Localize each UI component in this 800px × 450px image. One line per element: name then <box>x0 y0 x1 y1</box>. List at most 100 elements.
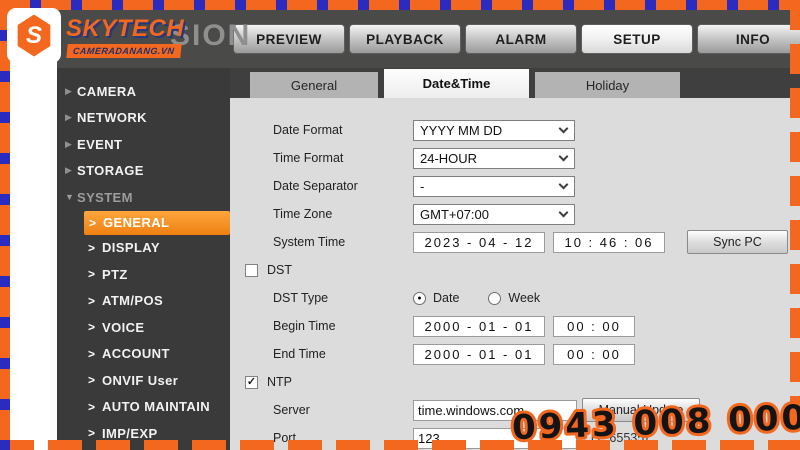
system-time-row: System Time 2023 - 04 - 12 10 : 46 : 06 … <box>230 228 800 256</box>
caret-down-icon: ▼ <box>65 192 74 203</box>
date-time-panel: Date Format YYYY MM DD Time Format 24-HO… <box>230 98 800 450</box>
date-separator-value: - <box>420 178 425 194</box>
time-format-row: Time Format 24-HOUR <box>230 144 800 172</box>
sidebar-item-label: PTZ <box>102 266 128 282</box>
sidebar-item-camera[interactable]: ▶ CAMERA <box>57 78 230 105</box>
time-zone-select[interactable]: GMT+07:00 <box>413 203 575 225</box>
chevron-right-icon: > <box>88 399 96 414</box>
time-zone-value: GMT+07:00 <box>420 206 490 222</box>
frame-border-bottom <box>0 440 800 450</box>
chevron-right-icon: > <box>89 215 97 230</box>
end-time-row: End Time 2000 - 01 - 01 00 : 00 <box>230 340 800 368</box>
nav-tab-alarm[interactable]: ALARM <box>465 24 577 54</box>
dst-label: DST <box>267 263 292 277</box>
sidebar-item-imp-exp[interactable]: > IMP/EXP <box>57 420 230 447</box>
sidebar-item-voice[interactable]: > VOICE <box>57 314 230 341</box>
sidebar-item-label: EVENT <box>77 136 123 152</box>
sidebar-item-system[interactable]: ▼ SYSTEM <box>57 184 230 211</box>
dst-row: DST <box>230 256 800 284</box>
end-date-input[interactable]: 2000 - 01 - 01 <box>413 343 545 365</box>
sidebar-item-event[interactable]: ▶ EVENT <box>57 131 230 158</box>
sidebar: ▶ CAMERA ▶ NETWORK ▶ EVENT ▶ STORAGE ▼ S… <box>57 68 230 450</box>
sidebar-item-label: ACCOUNT <box>102 346 170 362</box>
sidebar-item-auto-maintain[interactable]: > AUTO MAINTAIN <box>57 394 230 421</box>
sidebar-item-general[interactable]: > GENERAL <box>84 210 230 235</box>
end-clock-input[interactable]: 00 : 00 <box>553 343 635 365</box>
dst-type-radio-week[interactable] <box>488 291 502 305</box>
sync-pc-button[interactable]: Sync PC <box>687 230 788 254</box>
phone-watermark: 0943 008 000 <box>507 391 800 450</box>
sidebar-item-label: STORAGE <box>77 163 144 179</box>
sidebar-item-label: CAMERA <box>77 83 137 99</box>
sidebar-item-storage[interactable]: ▶ STORAGE <box>57 158 230 185</box>
tab-strip: General Date&Time Holiday <box>230 68 800 98</box>
sidebar-item-label: ATM/POS <box>102 293 164 309</box>
dst-type-date-label: Date <box>433 291 460 305</box>
chevron-down-icon <box>558 207 569 217</box>
chevron-right-icon: > <box>88 240 96 255</box>
sidebar-item-label: NETWORK <box>77 110 147 126</box>
dst-type-week-label: Week <box>508 291 541 305</box>
nav-tab-setup[interactable]: SETUP <box>581 24 693 54</box>
time-format-select[interactable]: 24-HOUR <box>413 147 575 169</box>
sidebar-item-label: ONVIF User <box>102 372 179 388</box>
sidebar-item-atm-pos[interactable]: > ATM/POS <box>57 288 230 315</box>
sidebar-item-account[interactable]: > ACCOUNT <box>57 341 230 368</box>
system-date-input[interactable]: 2023 - 04 - 12 <box>413 231 545 253</box>
begin-date-input[interactable]: 2000 - 01 - 01 <box>413 315 545 337</box>
caret-right-icon: ▶ <box>65 112 72 123</box>
chevron-down-icon <box>558 123 569 133</box>
chevron-down-icon <box>558 179 569 189</box>
ntp-row: ✓ NTP <box>230 368 800 396</box>
phone-watermark-svg: 0943 008 000 <box>508 395 800 450</box>
dst-type-radio-date[interactable]: ● <box>413 291 426 305</box>
sidebar-item-display[interactable]: > DISPLAY <box>57 235 230 262</box>
server-input[interactable] <box>413 399 577 421</box>
dst-type-label: DST Type <box>273 291 329 305</box>
begin-clock-input[interactable]: 00 : 00 <box>553 315 635 337</box>
sidebar-item-label: GENERAL <box>103 215 170 230</box>
date-format-value: YYYY MM DD <box>420 122 503 138</box>
tab-holiday[interactable]: Holiday <box>535 72 680 98</box>
time-zone-label: Time Zone <box>273 207 333 221</box>
watermark-logo: S <box>7 8 61 63</box>
app-header: PREVIEW PLAYBACK ALARM SETUP INFO <box>57 10 800 68</box>
watermark-domain-text: CAMERADANANG.VN <box>66 44 182 58</box>
sidebar-item-label: IMP/EXP <box>102 425 158 441</box>
time-format-value: 24-HOUR <box>420 150 478 166</box>
chevron-right-icon: > <box>88 426 96 441</box>
sidebar-item-ptz[interactable]: > PTZ <box>57 261 230 288</box>
sidebar-item-onvif-user[interactable]: > ONVIF User <box>57 367 230 394</box>
tab-date-time[interactable]: Date&Time <box>384 69 529 98</box>
brand-ghost-text: SION <box>170 19 252 52</box>
caret-right-icon: ▶ <box>65 165 72 176</box>
ntp-checkbox[interactable]: ✓ <box>245 375 258 389</box>
caret-right-icon: ▶ <box>65 85 72 96</box>
chevron-right-icon: > <box>88 320 96 335</box>
manual-update-button[interactable]: Manual Update <box>582 398 700 422</box>
date-format-select[interactable]: YYYY MM DD <box>413 119 575 141</box>
nav-tab-preview[interactable]: PREVIEW <box>233 24 345 54</box>
nav-tab-info[interactable]: INFO <box>697 24 800 54</box>
skyteck-hexagon-icon: S <box>17 14 51 57</box>
dst-checkbox[interactable] <box>245 263 258 277</box>
chevron-right-icon: > <box>88 293 96 308</box>
sidebar-item-label: VOICE <box>102 319 145 335</box>
nav-tab-playback[interactable]: PLAYBACK <box>349 24 461 54</box>
system-clock-input[interactable]: 10 : 46 : 06 <box>553 231 665 253</box>
time-zone-row: Time Zone GMT+07:00 <box>230 200 800 228</box>
phone-watermark-text: 0943 008 000 <box>511 398 800 448</box>
date-format-label: Date Format <box>273 123 343 137</box>
sidebar-item-label: DISPLAY <box>102 240 160 256</box>
frame-border-top <box>0 0 800 10</box>
dst-type-row: DST Type ● Date Week <box>230 284 800 312</box>
date-separator-select[interactable]: - <box>413 175 575 197</box>
sidebar-item-label: SYSTEM <box>77 189 133 205</box>
caret-right-icon: ▶ <box>65 138 72 149</box>
chevron-right-icon: > <box>88 346 96 361</box>
begin-time-row: Begin Time 2000 - 01 - 01 00 : 00 <box>230 312 800 340</box>
sidebar-item-network[interactable]: ▶ NETWORK <box>57 105 230 132</box>
tab-general[interactable]: General <box>250 72 378 98</box>
watermark-brand-text: SKYTECH <box>66 15 185 42</box>
